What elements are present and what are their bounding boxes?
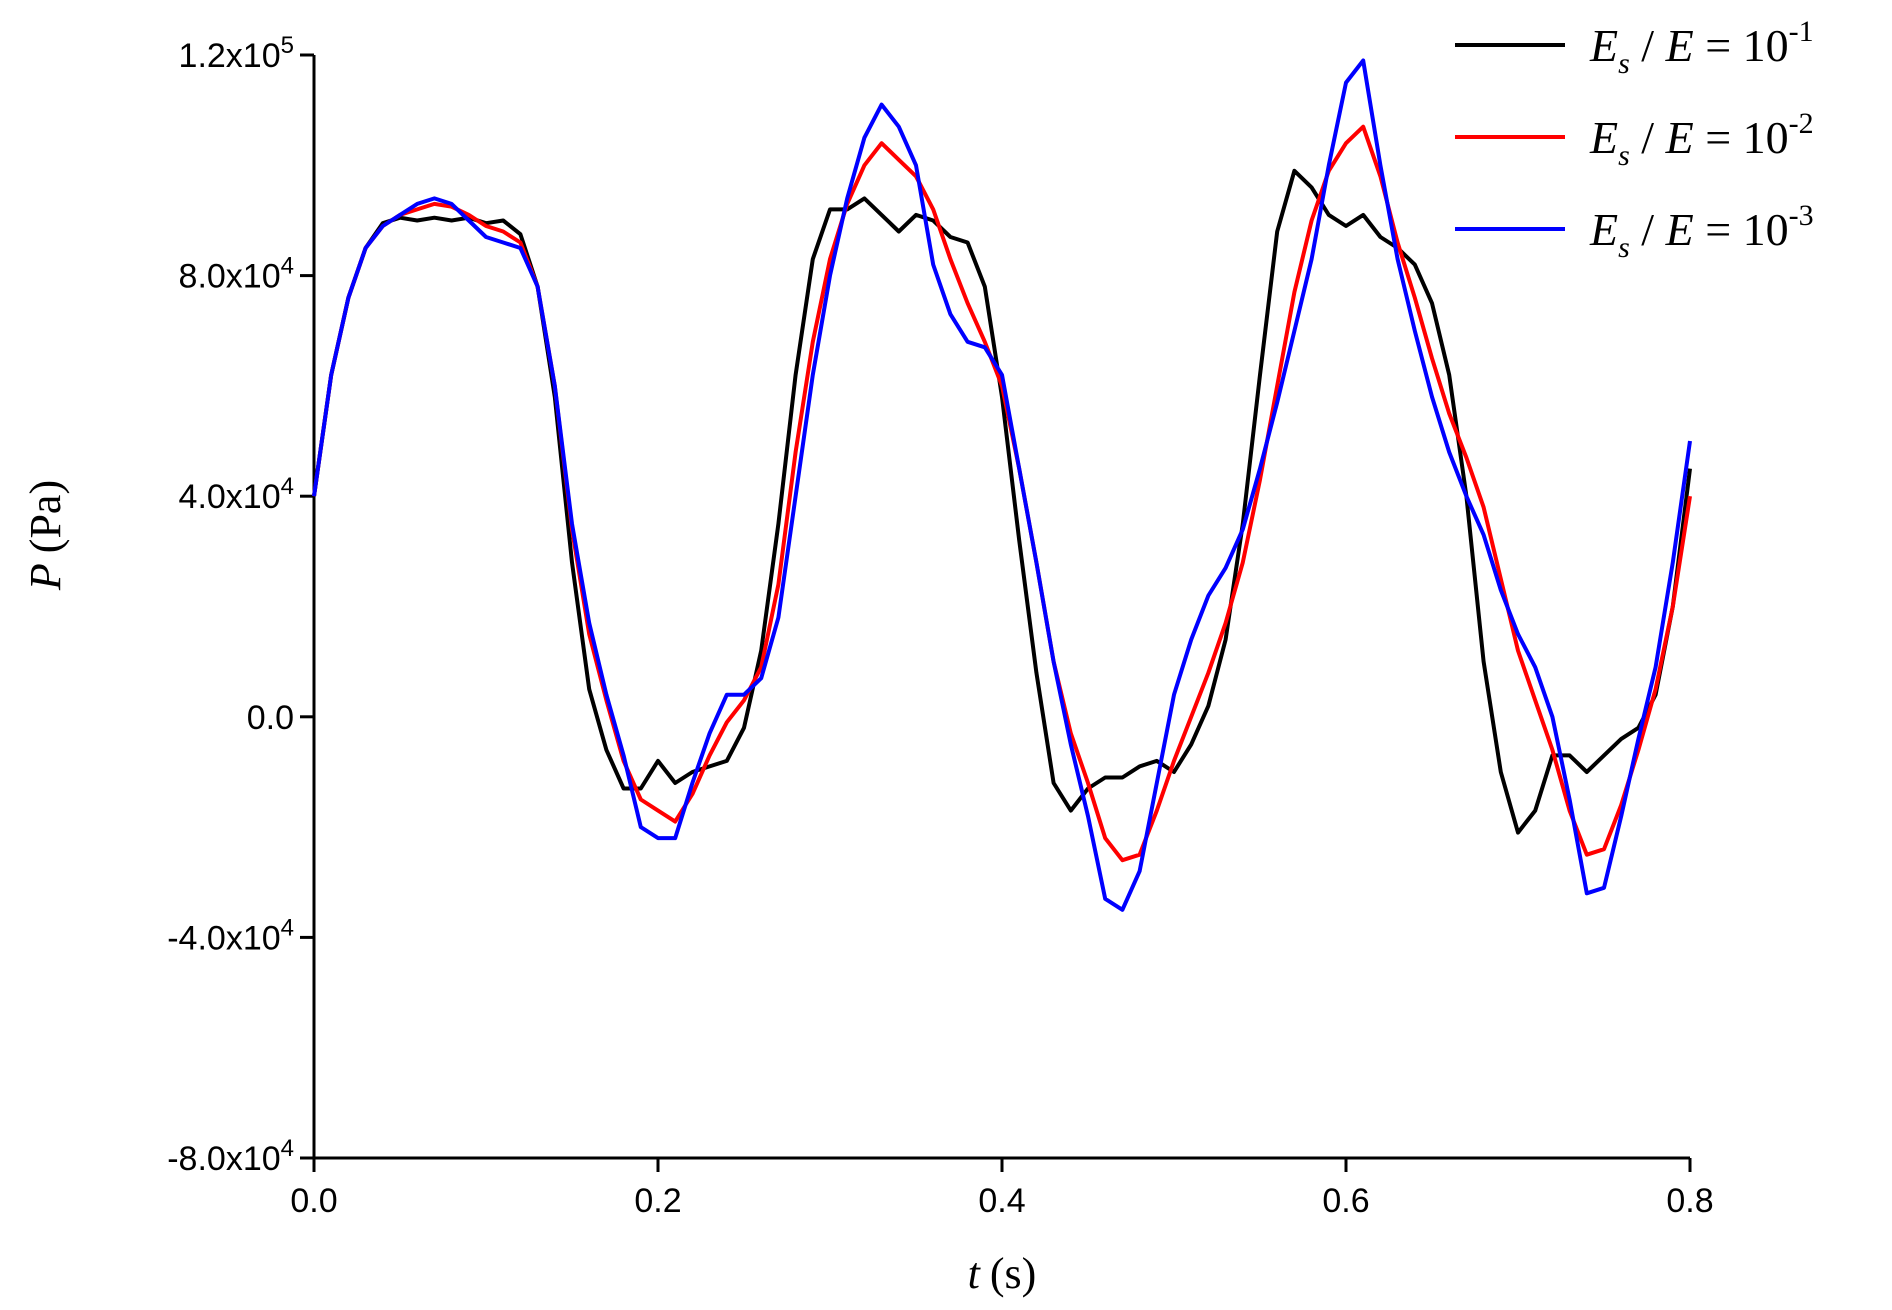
y-tick-label: -4.0x104 (167, 914, 294, 957)
y-tick-label: -8.0x104 (167, 1135, 294, 1178)
y-tick-label: 0.0 (247, 699, 294, 737)
legend-label-2: Es / E = 10-2 (1589, 107, 1814, 172)
y-axis-title: P (Pa) (21, 480, 70, 591)
y-ticks: 1.2x105 8.0x104 4.0x104 0.0 -4.0x104 -8.0x104 (167, 32, 314, 1178)
series-lines (312, 58, 1692, 912)
x-tick-label: 0.0 (290, 1182, 337, 1220)
y-tick-label: 8.0x104 (179, 253, 294, 296)
x-tick-label: 0.4 (978, 1182, 1025, 1220)
x-ticks: 0.0 0.2 0.4 0.6 0.8 (290, 1158, 1714, 1220)
x-tick-label: 0.8 (1666, 1182, 1713, 1220)
legend-label-3: Es / E = 10-3 (1589, 199, 1814, 264)
x-axis-unit: (s) (990, 1249, 1036, 1298)
y-tick-label: 4.0x104 (179, 473, 294, 516)
x-axis-title: t (s) (968, 1249, 1037, 1298)
axes (312, 55, 1690, 1160)
y-tick-exponent: 4 (281, 253, 294, 280)
legend-label-1: Es / E = 10-1 (1589, 15, 1814, 80)
y-axis-unit: (Pa) (21, 480, 70, 553)
y-tick-exponent: 4 (281, 473, 294, 500)
x-axis-var: t (968, 1249, 982, 1298)
y-tick-exponent: 4 (281, 1135, 294, 1162)
x-tick-label: 0.2 (634, 1182, 681, 1220)
y-tick-exponent: 4 (281, 914, 294, 941)
y-axis-var: P (21, 563, 70, 591)
y-tick-label: 1.2x105 (179, 32, 294, 75)
legend: Es / E = 10-1 Es / E = 10-2 Es / E = 10-3 (1455, 15, 1814, 264)
series-line-3 (312, 58, 1692, 912)
y-tick-exponent: 5 (281, 32, 294, 59)
x-tick-label: 0.6 (1322, 1182, 1369, 1220)
